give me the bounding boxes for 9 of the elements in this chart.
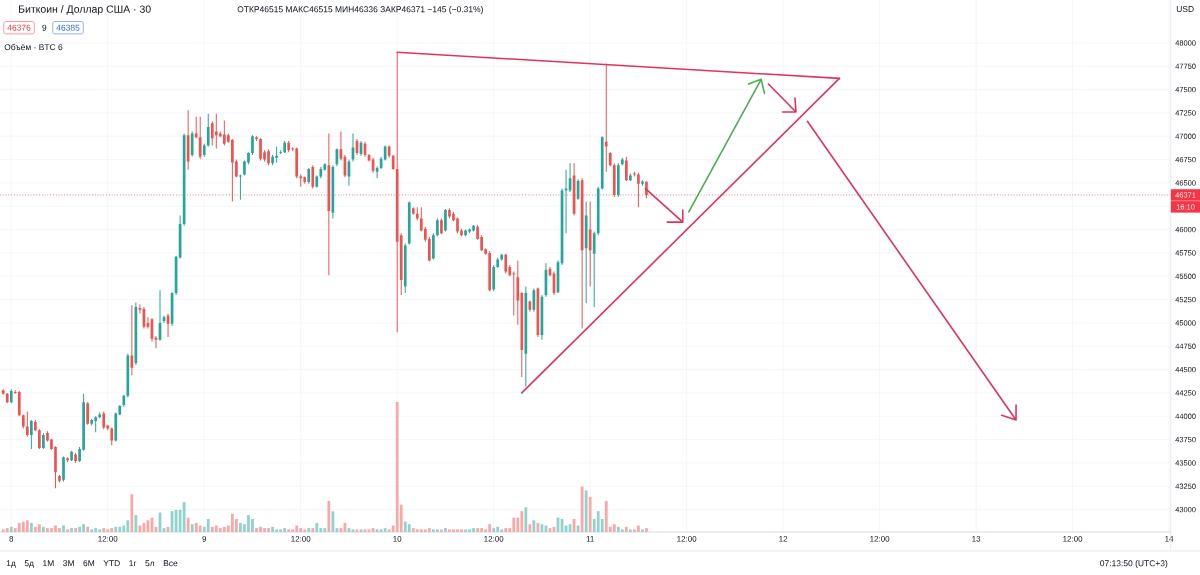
chart-title: Биткоин / Доллар США · 30 [19,5,151,15]
annotation: 9 [42,24,47,31]
text: 07:13:50 (UTC+3) [1100,560,1168,568]
text: USD [1176,6,1194,12]
chart-title: Объём · BTC 6 [4,43,63,51]
annotation: 46385 [56,24,80,31]
annotation: 46376 [7,24,31,31]
text: 1д 5д 1М 3М 6М YTD 1г 5л Все [6,560,178,568]
text: ОТКР46515 МАКС46515 МИН46336 ЗАКР46371 −145 (−0.31%) [237,6,483,14]
